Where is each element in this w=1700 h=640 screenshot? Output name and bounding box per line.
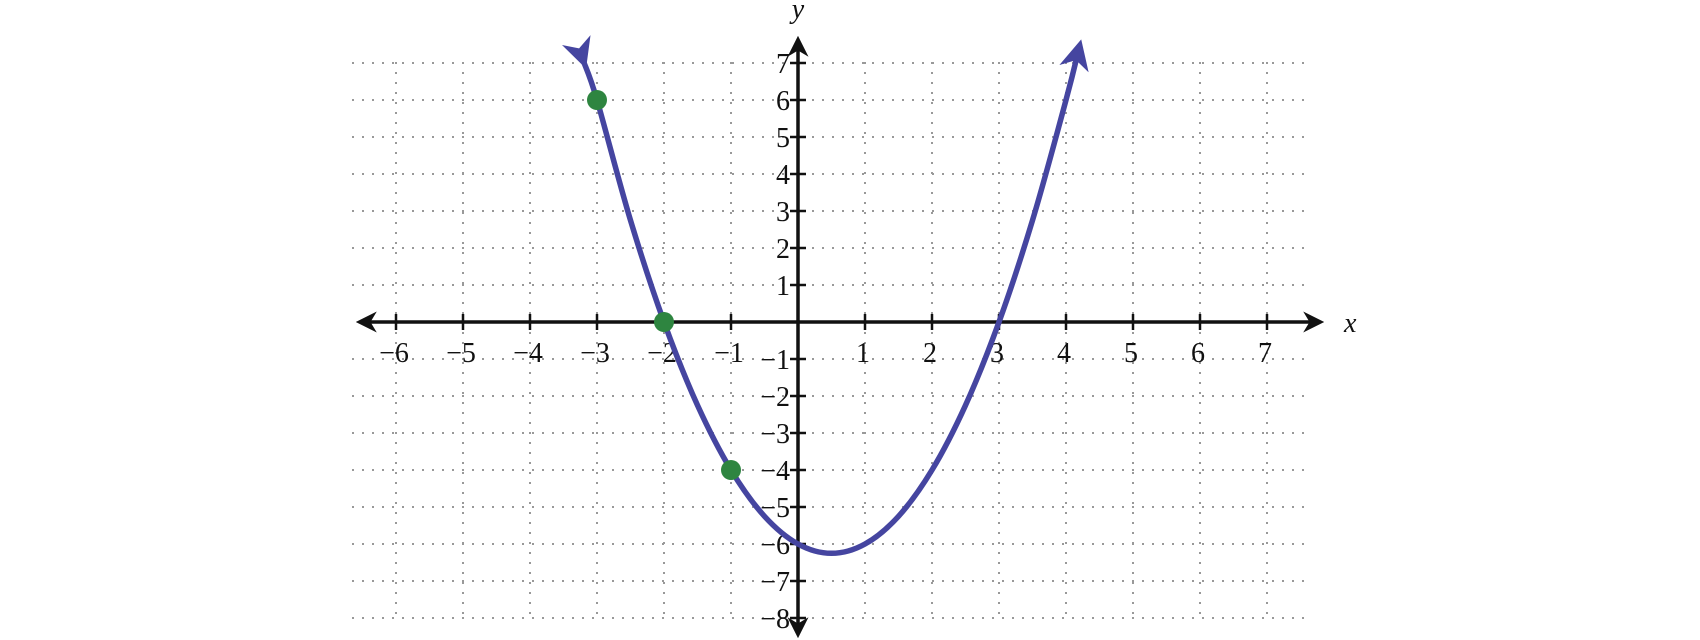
axes xyxy=(355,35,1325,639)
tick-labels: −6 −5 −4 −3 −2 −1 1 2 3 4 5 6 7−8−7−6−5−4−3−2−112345… xyxy=(379,49,1272,635)
y-tick-label: −1 xyxy=(760,345,790,376)
y-tick-label: −2 xyxy=(760,382,790,413)
y-tick-label: 6 xyxy=(776,86,790,117)
x-axis-label: x xyxy=(1343,308,1357,339)
points-layer xyxy=(587,90,741,480)
x-tick-label: −6 xyxy=(379,338,409,369)
y-tick-label: 1 xyxy=(776,271,790,302)
curve-layer xyxy=(561,35,1089,557)
y-tick-label: 2 xyxy=(776,234,790,265)
data-point xyxy=(587,90,607,110)
x-tick-label: 5 xyxy=(1124,338,1138,369)
grid xyxy=(352,62,1312,620)
y-tick-label: 4 xyxy=(776,160,790,191)
x-tick-label: 3 xyxy=(990,338,1004,369)
x-tick-label: 6 xyxy=(1191,338,1205,369)
x-tick-label: −1 xyxy=(714,338,744,369)
y-tick-label: −7 xyxy=(760,567,790,598)
y-tick-label: 5 xyxy=(776,123,790,154)
y-axis-label: y xyxy=(789,0,805,25)
x-tick-label: 1 xyxy=(856,338,870,369)
y-tick-label: 7 xyxy=(776,49,790,80)
y-tick-label: 3 xyxy=(776,197,790,228)
x-tick-label: −4 xyxy=(513,338,543,369)
y-tick-label: −3 xyxy=(760,419,790,450)
x-tick-label: 2 xyxy=(923,338,937,369)
y-tick-label: −8 xyxy=(760,604,790,635)
parabola-curve xyxy=(561,35,1089,557)
x-tick-label: 4 xyxy=(1057,338,1071,369)
y-tick-label: −4 xyxy=(760,456,790,487)
x-tick-label: −3 xyxy=(580,338,610,369)
data-point xyxy=(721,460,741,480)
x-tick-label: 7 xyxy=(1258,338,1272,369)
data-point xyxy=(654,312,674,332)
x-tick-label: −5 xyxy=(446,338,476,369)
